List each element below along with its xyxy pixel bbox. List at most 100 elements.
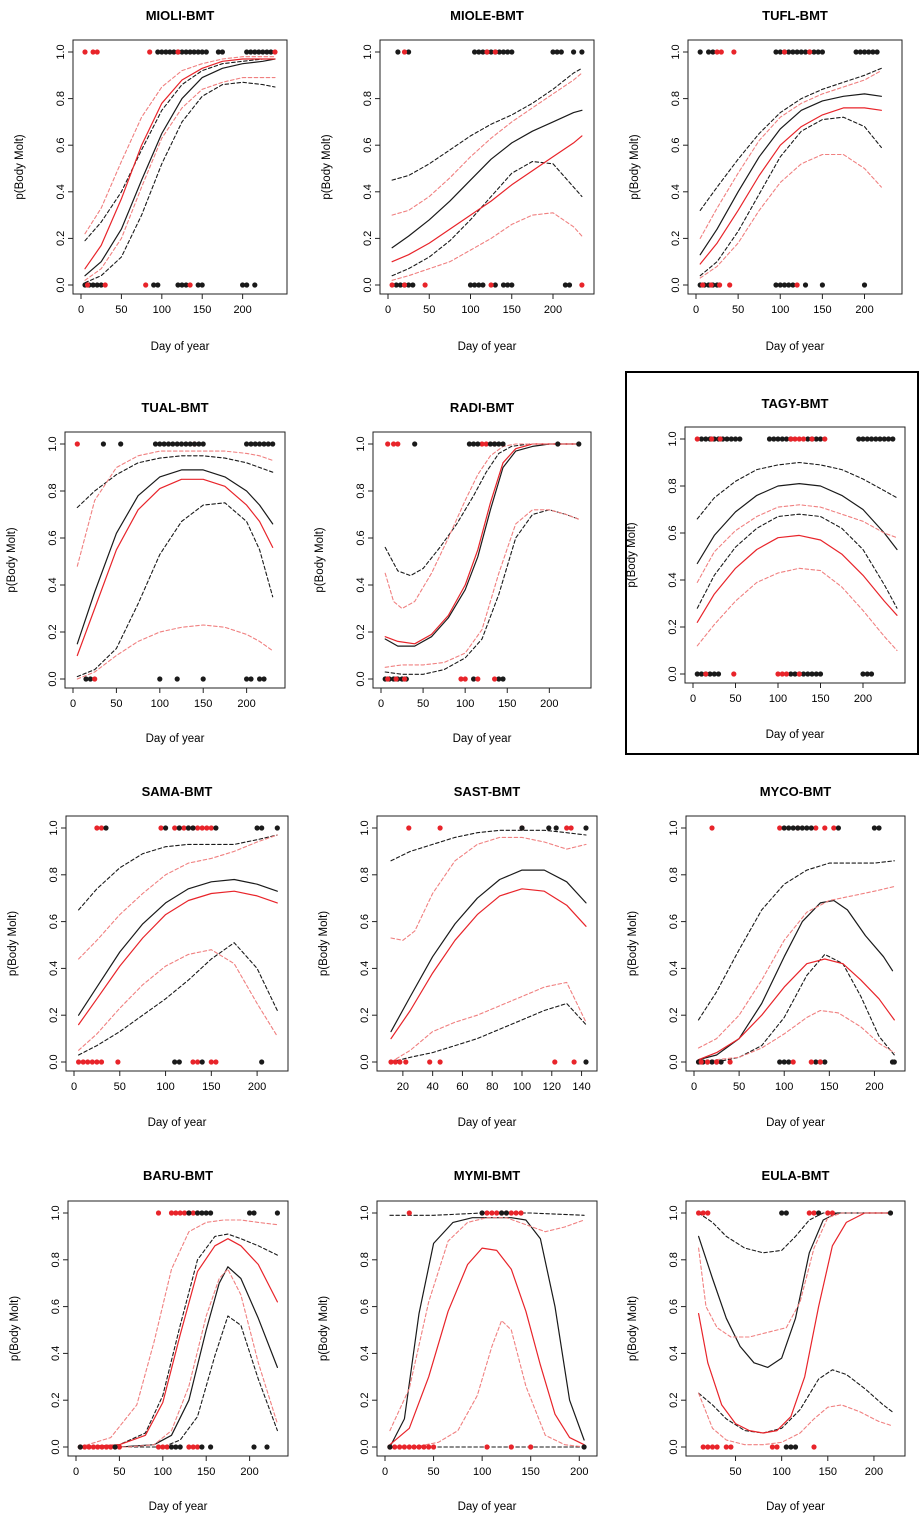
- black-solid-line: [384, 443, 580, 647]
- black-data-point: [505, 49, 511, 55]
- y-tick-label: 0.0: [668, 1439, 680, 1454]
- plot-frame: [376, 815, 598, 1072]
- black-data-point: [77, 1444, 83, 1450]
- red-data-point: [115, 1059, 121, 1065]
- x-tick-label: 50: [732, 304, 744, 316]
- black-data-point: [475, 441, 481, 447]
- red-data-point: [194, 1444, 201, 1450]
- black-data-point: [151, 282, 157, 288]
- black-data-point: [177, 1444, 183, 1450]
- black-data-point: [775, 436, 781, 442]
- x-tick-label: 150: [813, 304, 831, 316]
- black-data-point: [777, 1059, 783, 1065]
- red-data-point: [437, 1059, 443, 1065]
- x-tick-label: 200: [570, 1466, 588, 1478]
- black-dashed-line: [84, 81, 276, 284]
- chart-title: SAMA-BMT: [142, 784, 213, 799]
- black-data-point: [499, 1210, 505, 1216]
- red-data-point: [479, 441, 485, 447]
- black-data-point: [257, 441, 263, 447]
- black-data-point: [853, 49, 859, 55]
- black-data-point: [472, 49, 478, 55]
- red-data-point: [272, 49, 278, 55]
- black-data-point: [703, 436, 709, 442]
- chart-title: MIOLI-BMT: [146, 8, 215, 23]
- black-data-point: [813, 1059, 819, 1065]
- red-data-point: [564, 825, 570, 831]
- y-tick-label: 1.0: [359, 820, 371, 835]
- black-data-point: [562, 282, 569, 288]
- red-data-point: [181, 1210, 188, 1216]
- red-solid-line: [76, 478, 274, 657]
- red-data-point: [155, 1444, 162, 1450]
- red-data-point: [385, 676, 391, 682]
- red-dashed-line: [390, 836, 587, 941]
- black-data-point: [199, 282, 205, 288]
- black-data-point: [860, 671, 866, 677]
- black-data-point: [792, 671, 798, 677]
- y-tick-label: 0.4: [47, 577, 59, 592]
- red-data-point: [80, 1059, 86, 1065]
- black-data-point: [187, 441, 193, 447]
- red-dashed-line: [384, 443, 580, 610]
- x-tick-label: 20: [397, 1081, 409, 1093]
- x-axis-label: Day of year: [149, 1501, 208, 1513]
- red-dashed-line: [78, 949, 278, 1051]
- red-data-point: [147, 49, 153, 55]
- x-tick-label: 150: [522, 1466, 540, 1478]
- red-data-point: [90, 1444, 96, 1450]
- red-solid-line: [696, 534, 898, 623]
- black-data-point: [208, 1210, 214, 1216]
- black-data-point: [247, 1210, 253, 1216]
- black-data-point: [480, 49, 486, 55]
- black-dashed-line: [78, 834, 278, 911]
- plot-frame: [372, 431, 592, 689]
- red-data-point: [190, 1059, 196, 1065]
- y-tick-label: 0.4: [668, 961, 680, 976]
- red-data-point: [508, 1444, 514, 1450]
- x-tick-label: 200: [854, 693, 872, 705]
- red-data-point: [494, 1210, 500, 1216]
- black-data-point: [856, 436, 862, 442]
- black-dashed-line: [697, 860, 895, 1021]
- black-data-point: [737, 436, 743, 442]
- black-data-point: [265, 441, 271, 447]
- red-data-point: [489, 1210, 495, 1216]
- red-data-point: [807, 49, 813, 55]
- black-data-point: [566, 282, 573, 288]
- red-data-point: [168, 1210, 175, 1216]
- red-data-point: [723, 1444, 729, 1450]
- red-data-point: [811, 1444, 817, 1450]
- black-data-point: [861, 282, 868, 288]
- black-data-point: [817, 671, 824, 677]
- y-axis-label: p(Body Molt): [321, 134, 333, 199]
- red-data-point: [779, 671, 785, 677]
- red-data-point: [82, 49, 88, 55]
- red-data-point: [806, 1210, 812, 1216]
- black-data-point: [709, 1059, 715, 1065]
- y-tick-label: 0.2: [668, 1393, 680, 1408]
- red-data-point: [392, 1444, 398, 1450]
- y-tick-label: 1.0: [359, 1205, 371, 1220]
- red-data-point: [181, 825, 187, 831]
- red-data-point: [714, 1444, 720, 1450]
- black-data-point: [707, 671, 713, 677]
- x-axis-label: Day of year: [766, 1501, 825, 1513]
- y-tick-label: 0.4: [667, 572, 679, 587]
- red-data-point: [94, 1059, 100, 1065]
- black-data-point: [866, 49, 872, 55]
- red-dashed-line: [79, 1219, 278, 1448]
- red-data-point: [116, 1444, 122, 1450]
- red-dashed-line: [391, 212, 583, 281]
- red-data-point: [728, 1444, 734, 1450]
- red-data-point: [492, 676, 498, 682]
- red-data-point: [208, 1059, 214, 1065]
- plot-frame: [67, 1200, 289, 1457]
- red-data-point: [800, 436, 807, 442]
- red-data-point: [401, 282, 408, 288]
- chart-panel: TAGY-BMT 0 50 100 150 200 0.0 0.2 0.4 0.6 0.8 1.0 Da…: [626, 396, 906, 741]
- black-data-point: [790, 282, 796, 288]
- red-data-point: [508, 1210, 514, 1216]
- y-tick-label: 0.6: [668, 914, 680, 929]
- x-tick-label: 150: [202, 1081, 220, 1093]
